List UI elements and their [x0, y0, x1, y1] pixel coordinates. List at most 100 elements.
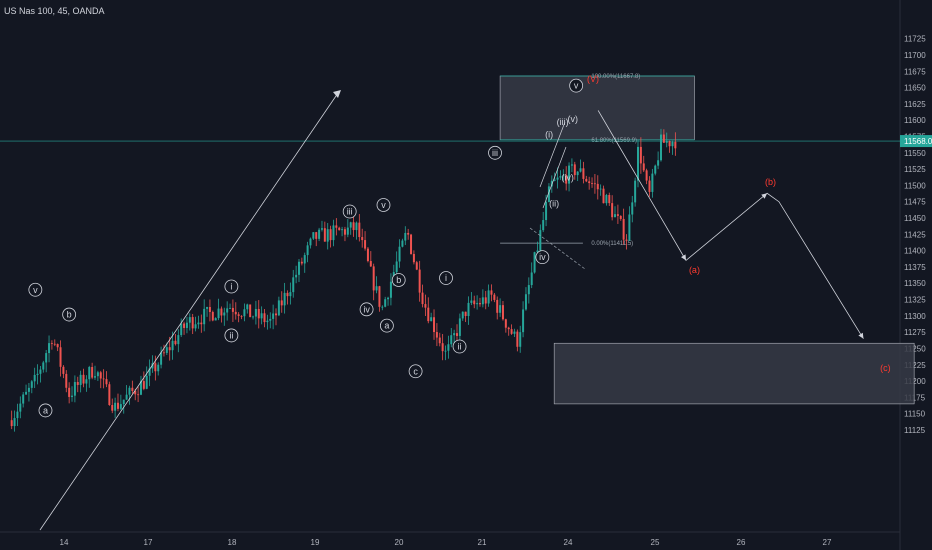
x-tick-label: 25 — [651, 538, 660, 547]
candle-body — [461, 311, 464, 319]
wave-label-circle — [408, 364, 423, 379]
price-axis[interactable] — [900, 0, 932, 550]
candle-body — [424, 304, 427, 308]
candle-body — [637, 146, 640, 181]
candle-body — [407, 232, 410, 235]
y-tick-label: 11200 — [904, 377, 926, 386]
wave-label-circle — [224, 279, 239, 294]
candle-body — [237, 314, 240, 316]
candle-body — [671, 141, 674, 147]
wave-label: iii — [492, 148, 498, 158]
candle-body — [151, 363, 154, 369]
candle-body — [36, 373, 39, 375]
candle-body — [435, 332, 438, 338]
wave-label: i — [230, 282, 232, 292]
wave-label: a — [43, 405, 48, 415]
x-tick-label: 26 — [737, 538, 746, 547]
candle-body — [168, 347, 171, 351]
candle-body — [94, 376, 97, 378]
candle-body — [421, 292, 424, 305]
y-tick-label: 11550 — [904, 149, 926, 158]
candle-body — [50, 343, 53, 344]
wave-label: v — [381, 200, 386, 210]
candle-body — [139, 381, 142, 395]
wave-label-circle — [224, 328, 239, 343]
candle-body — [240, 315, 243, 317]
candle-body — [185, 322, 188, 328]
candle-body — [510, 329, 513, 334]
candle-body — [593, 183, 596, 185]
candle-body — [639, 146, 642, 164]
wave-label: (V) — [587, 74, 599, 84]
candle-body — [260, 313, 263, 319]
candle-body — [303, 255, 306, 264]
candle-body — [183, 323, 186, 328]
wedge-line — [542, 146, 567, 209]
candle-body — [372, 266, 375, 291]
candle-body — [171, 340, 174, 351]
candle-body — [585, 178, 588, 182]
candle-body — [203, 308, 206, 325]
y-tick-label: 11625 — [904, 100, 926, 109]
candle-body — [433, 317, 436, 333]
chart-title: US Nas 100, 45, OANDA — [4, 6, 105, 16]
candle-body — [519, 332, 522, 347]
candle-body — [453, 333, 456, 336]
candle-body — [292, 277, 295, 293]
candle-body — [329, 229, 332, 241]
y-tick-label: 11350 — [904, 279, 926, 288]
candle-body — [533, 252, 536, 273]
fib-trend-line — [529, 227, 586, 270]
candle-body — [306, 245, 309, 256]
target-box-1[interactable] — [499, 75, 695, 141]
candle-body — [68, 387, 71, 397]
candle-body — [352, 222, 355, 231]
candle-body — [648, 180, 651, 192]
candle-body — [501, 305, 504, 320]
candle-body — [458, 318, 461, 336]
wave-label: i — [445, 273, 447, 283]
wedge-line — [539, 121, 566, 188]
candle-body — [642, 163, 645, 171]
wave-label: (iv) — [561, 173, 574, 183]
candle-body — [39, 369, 42, 374]
wave-label: iv — [363, 304, 370, 314]
wave-label: (iii) — [557, 117, 569, 127]
candle-body — [131, 387, 134, 391]
wave-label: b — [67, 310, 72, 320]
wave-label: c — [413, 366, 418, 376]
candle-body — [659, 134, 662, 161]
candle-body — [476, 303, 479, 305]
candle-body — [295, 274, 298, 278]
candle-body — [441, 343, 444, 352]
x-tick-label: 21 — [478, 538, 487, 547]
trend-arrow[interactable] — [39, 92, 339, 531]
candle-body — [257, 308, 260, 319]
candle-body — [229, 307, 232, 309]
candle-body — [427, 307, 430, 322]
wave-label-circle — [452, 339, 467, 354]
projection-arrow-head — [858, 332, 864, 339]
candle-body — [625, 239, 628, 241]
candle-body — [318, 229, 321, 239]
candle-body — [634, 180, 637, 203]
candle-body — [48, 343, 51, 354]
candle-body — [197, 322, 200, 325]
candle-body — [243, 309, 246, 317]
candle-body — [349, 222, 352, 228]
candle-body — [145, 375, 148, 389]
y-tick-label: 11275 — [904, 328, 926, 337]
candle-body — [332, 225, 335, 241]
fib-level-label: 100.00%(11667.8) — [591, 74, 640, 80]
candle-body — [387, 297, 390, 300]
candle-body — [496, 299, 499, 313]
x-tick-label: 27 — [823, 538, 832, 547]
candle-body — [588, 181, 591, 184]
candle-body — [464, 311, 467, 317]
candle-body — [493, 294, 496, 300]
candle-body — [102, 378, 105, 380]
candle-body — [165, 347, 168, 353]
target-box-2[interactable] — [553, 342, 915, 405]
candle-body — [30, 381, 33, 388]
